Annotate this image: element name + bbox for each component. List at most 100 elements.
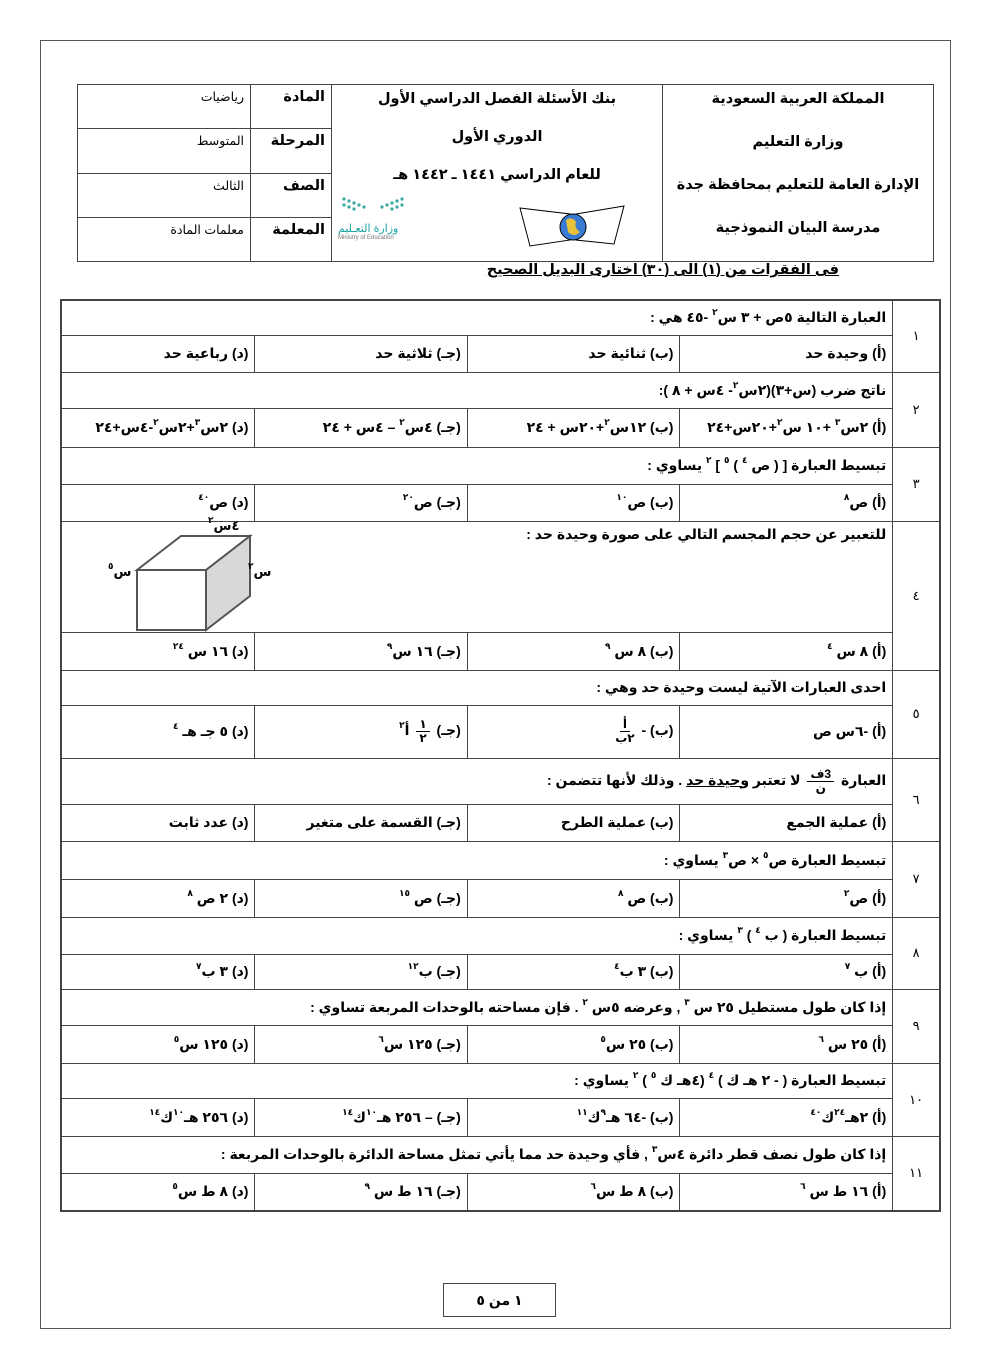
question-text: تبسيط العبارة ( - ٢ هـ ك ) ٤ (٤هـ ك ٥ ) … (60, 1062, 894, 1099)
exponent: ٢ (776, 417, 783, 427)
answer-option[interactable]: (أ) عملية الجمع (679, 803, 894, 842)
answer-option[interactable]: (أ) ٢هـ٢٤ك٤٠ (679, 1097, 894, 1137)
answer-option[interactable]: (د) عدد ثابت (60, 803, 256, 842)
question-number: ٧ (892, 840, 941, 918)
answer-option[interactable]: (أ) وحيدة حد (679, 334, 894, 373)
exponent: ٢ (582, 996, 588, 1007)
kingdom-name: المملكة العربية السعودية (711, 91, 885, 107)
ministry-name: وزارة التعليم (752, 134, 844, 150)
answer-option[interactable]: (جـ) ب١٢ (254, 953, 468, 990)
answer-option[interactable]: (د) ٣ ب٧ (60, 953, 256, 990)
answer-option[interactable]: (د) ٢ ص ٨ (60, 878, 256, 918)
exponent: ٢ (712, 307, 718, 318)
options-row: (أ) ص٢ (ب) ص ٨ (جـ) ص ١٥ (د) ٢ ص ٨ (60, 878, 940, 918)
exponent: ٩ (605, 640, 611, 651)
exponent: ٣ (722, 849, 729, 860)
question-number: ٨ (892, 916, 941, 990)
exponent: ٦ (590, 1181, 596, 1192)
exponent: ٢ (632, 1070, 639, 1080)
exponent: ٨ (187, 887, 193, 898)
exponent: ٢ (208, 514, 214, 525)
options-row: (أ) ص٨ (ب) ص١٠ (جـ) ص٢٠ (د) ص٤٠ (60, 483, 940, 522)
exponent: ٥ (600, 1033, 606, 1044)
answer-option[interactable]: (د) ٢س٣+٢س٢-٤س+٢٤ (60, 407, 256, 448)
answer-option[interactable]: (د) ص٤٠ (60, 483, 256, 522)
answer-option[interactable]: (أ) ب ٧ (679, 953, 894, 990)
exponent: ٥ (108, 560, 114, 571)
question-number: ٢ (892, 371, 941, 448)
subject-value: رياضيات (77, 83, 251, 130)
answer-option[interactable]: (أ) ص٨ (679, 483, 894, 522)
question-text: العبارة التالية ٥ص + ٣ س٢ -٤٥ هي : (60, 299, 894, 336)
answer-option[interactable]: (د) ١٦ س ٢٤ (60, 631, 256, 671)
question-text: تبسيط العبارة ( ب ٤ ) ٣ يساوي : (60, 916, 894, 955)
question-row: ١ العبارة التالية ٥ص + ٣ س٢ -٤٥ هي : (60, 299, 941, 373)
answer-option[interactable]: (جـ) ١٦ س٩ (254, 631, 468, 671)
options-row: (أ) ١٦ ط س ٦ (ب) ٨ ط س٦ (جـ) ١٦ ط س ٩ (د) ٨… (60, 1172, 940, 1212)
answer-option[interactable]: (أ) ٢س٣ +١٠ س٢+٢٠س+٢٤ (679, 407, 894, 448)
answer-option[interactable]: (أ) ص٢ (679, 878, 894, 918)
exponent: ٢ (399, 720, 405, 731)
answer-option[interactable]: (ب) ٨ ط س٦ (466, 1172, 681, 1212)
school-name: مدرسة البيان النموذجية (715, 220, 881, 236)
answer-option[interactable]: (د) ٥ جـ هـ ٤ (60, 704, 256, 759)
stage-label: المرحلة (250, 128, 332, 174)
answer-option[interactable]: (جـ) ٤س٢ – ٤س + ٢٤ (254, 407, 468, 448)
answer-option[interactable]: (جـ) ثلاثية حد (254, 334, 468, 373)
subject-label: المادة (250, 83, 332, 130)
question-number: ٦ (892, 757, 941, 842)
answer-option[interactable]: (د) ١٢٥ س٥ (60, 1024, 256, 1064)
exponent: ٣ (651, 1144, 658, 1154)
answer-option[interactable]: (ب) ٨ س ٩ (466, 631, 681, 671)
answer-option[interactable]: (ب) ١٢س٢+٢٠س + ٢٤ (466, 407, 681, 448)
answer-option[interactable]: (ب) -٦٤ هـ٩ك١١ (466, 1097, 681, 1137)
answer-option[interactable]: (ب) ص ٨ (466, 878, 681, 918)
options-row: (أ) ٢س٣ +١٠ س٢+٢٠س+٢٤ (ب) ١٢س٢+٢٠س + ٢٤ (ج… (60, 407, 940, 448)
exponent: ٥ (723, 455, 730, 465)
page-number: ١ من ٥ (443, 1283, 556, 1317)
answer-option[interactable]: (ب) ٢٥ س٥ (466, 1024, 681, 1064)
ministry-logo: وزارة التعـليم Ministry of Education (338, 195, 433, 257)
exponent: ٤ (614, 961, 620, 971)
answer-option[interactable]: (جـ) ١٦ ط س ٩ (254, 1172, 468, 1212)
answer-option[interactable]: (د) رباعية حد (60, 334, 256, 373)
answer-option[interactable]: (جـ) القسمة على متغير (254, 803, 468, 842)
question-row: ٢ ناتج ضرب (س+٣)(٢س٢- ٤س + ٨ ): (60, 371, 941, 448)
cuboid-figure (134, 533, 253, 632)
academic-year: للعام الدراسي ١٤٤١ ـ ١٤٤٢ هـ (393, 167, 601, 183)
exponent: ٢ (706, 455, 712, 465)
answer-option[interactable]: (أ) ٨ س ٤ (679, 631, 894, 671)
exponent: ١٥ (398, 887, 410, 898)
exponent: ١٤ (149, 1106, 161, 1117)
answer-option[interactable]: (ب) ثنائية حد (466, 334, 681, 373)
answer-option[interactable]: (ب) عملية الطرح (466, 803, 681, 842)
denominator: ٢ (419, 731, 427, 745)
answer-option[interactable]: (ب) ٣ ب٤ (466, 953, 681, 990)
exponent: ٣ (684, 996, 690, 1007)
directorate-name: الإدارة العامة للتعليم بمحافظة جدة (676, 177, 920, 193)
answer-option[interactable]: (جـ) – ٢٥٦ هـ١٠ك١٤ (254, 1097, 468, 1137)
school-logo (518, 200, 628, 253)
answer-option[interactable]: (ب) ص١٠ (466, 483, 681, 522)
exponent: ٥ (173, 1033, 180, 1044)
answer-option[interactable]: (أ) ٢٥ س ٦ (679, 1024, 894, 1064)
answer-option[interactable]: (أ) ١٦ ط س ٦ (679, 1172, 894, 1212)
answer-option[interactable]: (ب) - أ ٢ب (466, 704, 681, 759)
answer-option[interactable]: (جـ) ١٢٥ س٦ (254, 1024, 468, 1064)
exponent: ٩ (600, 1106, 607, 1117)
answer-option[interactable]: (أ) -٦س ص (679, 704, 894, 759)
exponent: ٨ (843, 492, 850, 502)
question-row: ١٠ تبسيط العبارة ( - ٢ هـ ك ) ٤ (٤هـ ك ٥ … (60, 1062, 941, 1137)
answer-option[interactable]: (جـ) ص٢٠ (254, 483, 468, 522)
answer-option[interactable]: (جـ) ص ١٥ (254, 878, 468, 918)
exponent: ٩ (386, 640, 393, 651)
answer-option[interactable]: (د) ٢٥٦ هـ١٠ك١٤ (60, 1097, 256, 1137)
numerator: ١ (416, 718, 430, 732)
answer-option[interactable]: (د) ٨ ط س٥ (60, 1172, 256, 1212)
question-number: ٣ (892, 446, 941, 522)
numerator: أ (619, 718, 630, 732)
question-number: ١ (892, 299, 941, 373)
exponent: ١٤ (342, 1106, 354, 1117)
options-row: (أ) ٨ س ٤ (ب) ٨ س ٩ (جـ) ١٦ س٩ (د) ١٦ س ٢٤ (60, 631, 940, 671)
